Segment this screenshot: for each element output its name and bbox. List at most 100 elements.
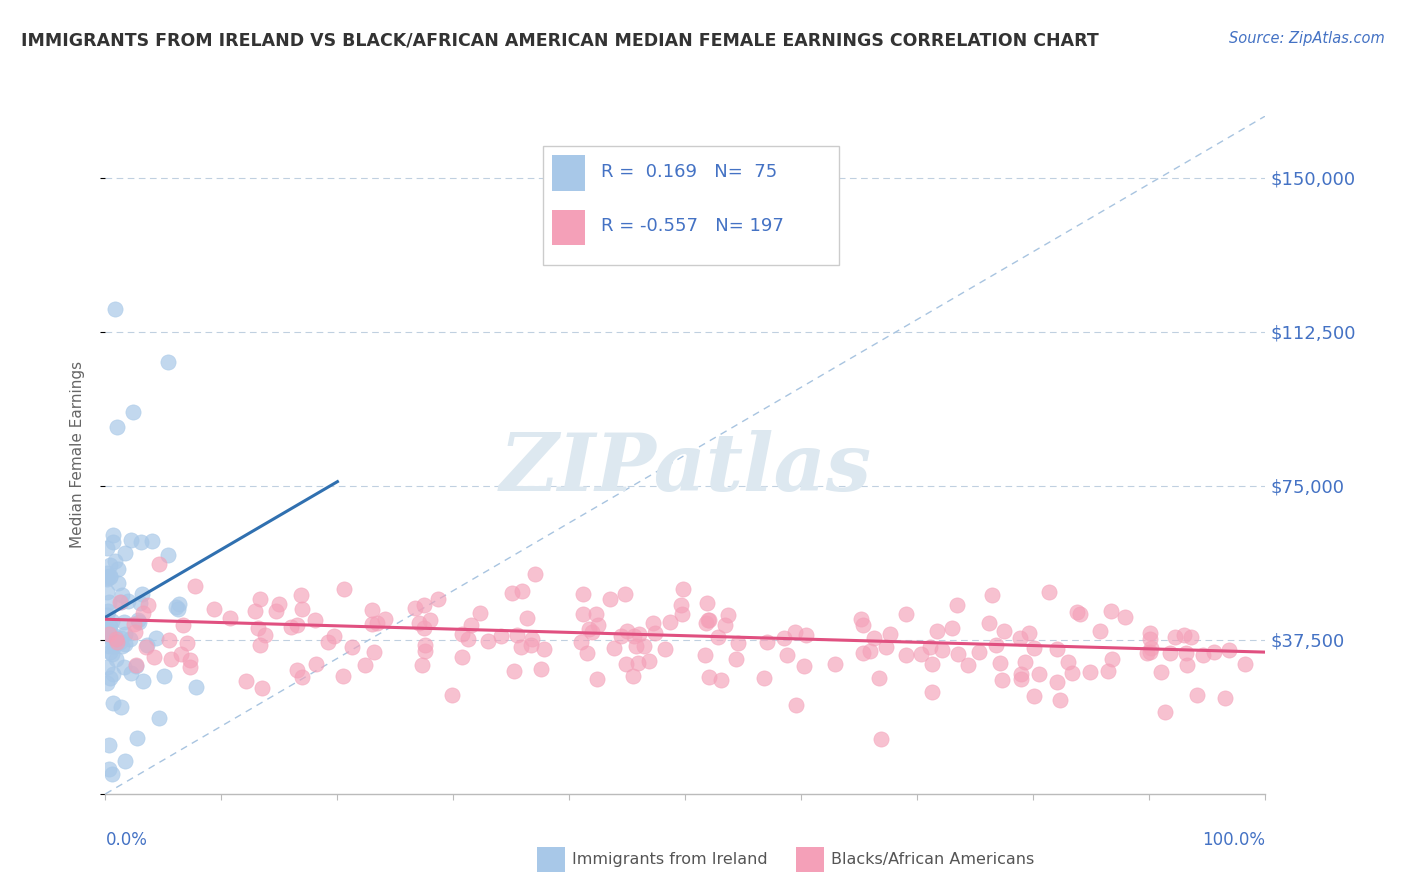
Point [610,629,633,643]
Point [946,647,969,661]
Point [249,591,271,606]
Point [533,642,555,657]
Point [280,620,302,634]
Point [304,614,326,628]
Point [457,632,479,647]
Point [96,572,118,586]
Point [1139,626,1161,640]
Point [98,645,121,659]
Point [477,634,499,648]
Point [894,607,917,622]
Point [104,632,127,646]
Point [156,548,179,562]
Point [131,587,153,601]
Point [776,648,799,662]
Point [879,626,901,640]
Point [145,631,167,645]
Point [585,607,607,621]
Point [621,668,644,682]
Point [112,659,135,673]
Point [491,629,513,643]
Point [849,612,872,626]
Point [408,615,430,630]
Text: Source: ZipAtlas.com: Source: ZipAtlas.com [1229,31,1385,46]
FancyBboxPatch shape [553,210,585,244]
Point [530,662,553,676]
Point [638,654,661,668]
Point [111,639,134,653]
Point [157,355,180,369]
Point [581,624,603,639]
Point [98,568,121,582]
Point [124,625,146,640]
Point [138,598,160,612]
Point [671,607,693,621]
Point [520,638,543,652]
Point [1234,657,1257,672]
Point [925,624,948,639]
Point [859,644,882,658]
Point [569,635,592,649]
Point [1175,658,1198,673]
Point [131,606,153,620]
Point [633,639,655,653]
Point [868,672,890,686]
Point [1174,646,1197,660]
Point [572,607,595,621]
Point [697,670,720,684]
Point [522,632,544,646]
Point [1149,665,1171,680]
Point [988,656,1011,670]
Point [100,767,122,781]
Point [96,585,118,599]
Point [141,533,163,548]
Point [118,632,141,646]
Point [219,611,242,625]
Point [717,607,740,622]
Point [503,665,526,679]
Point [1014,655,1036,669]
Point [1090,624,1112,638]
Point [184,579,207,593]
Point [1185,688,1208,702]
Point [586,672,609,686]
Point [450,649,472,664]
Point [290,588,312,602]
Point [755,635,778,649]
Point [125,658,148,673]
Point [852,646,875,660]
Point [170,647,193,661]
Point [132,673,155,688]
Point [104,629,127,643]
Point [97,617,120,632]
Point [984,638,1007,652]
Point [1069,607,1091,621]
Point [285,618,308,632]
Point [114,637,136,651]
Point [120,665,142,680]
Text: R = -0.557   N= 197: R = -0.557 N= 197 [600,218,783,235]
Point [110,595,132,609]
Point [1066,606,1088,620]
Point [404,600,426,615]
Point [101,667,124,681]
Text: Blacks/African Americans: Blacks/African Americans [831,853,1035,867]
Point [654,641,676,656]
Point [1099,603,1122,617]
Point [148,557,170,571]
Point [1018,626,1040,640]
Point [107,575,129,590]
Point [202,601,225,615]
Point [672,582,695,596]
Point [101,696,124,710]
Point [1173,628,1195,642]
Text: Immigrants from Ireland: Immigrants from Ireland [572,853,768,867]
Point [616,624,638,639]
Point [97,604,120,618]
Point [1022,690,1045,704]
Point [419,613,441,627]
Point [921,685,943,699]
Point [135,640,157,655]
Point [243,604,266,618]
Point [167,602,190,616]
